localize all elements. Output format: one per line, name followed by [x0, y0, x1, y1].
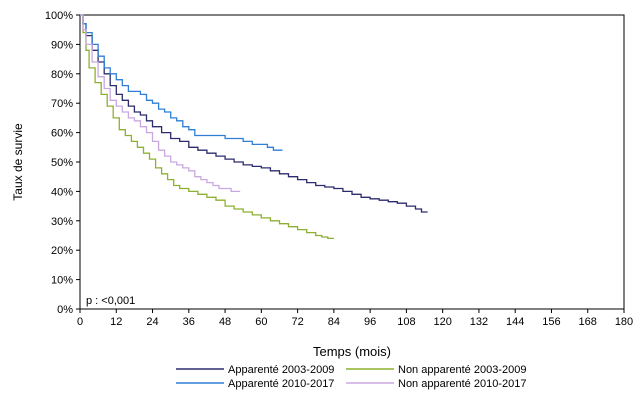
x-tick-label: 36 [183, 316, 195, 328]
y-tick-label: 70% [51, 98, 73, 110]
x-tick-label: 60 [255, 316, 267, 328]
series-line-1 [80, 14, 428, 213]
p-value-annotation: p : <0,001 [86, 295, 135, 307]
plot-border [79, 14, 625, 310]
series-line-4 [80, 14, 241, 193]
x-tick-label: 168 [579, 316, 597, 328]
series-line-3 [80, 14, 334, 240]
legend: Apparenté 2003-2009 Apparenté 2010-2017 No… [176, 364, 526, 390]
x-tick-label: 48 [219, 316, 231, 328]
y-tick-label: 40% [51, 186, 73, 198]
legend-label: Non apparenté 2003-2009 [398, 364, 526, 376]
y-tick-label: 90% [51, 39, 73, 51]
y-tick-label: 20% [51, 245, 73, 257]
curves-layer [80, 14, 428, 240]
legend-label: Apparenté 2010-2017 [228, 378, 334, 390]
x-tick-label: 120 [433, 316, 451, 328]
x-tick-label: 84 [328, 316, 340, 328]
y-tick-label: 60% [51, 128, 73, 140]
y-tick-label: 80% [51, 69, 73, 81]
y-axis-title: Taux de survie [11, 123, 25, 201]
x-tick-label: 72 [291, 316, 303, 328]
x-tick-label: 144 [506, 316, 524, 328]
x-axis-title: Temps (mois) [313, 344, 391, 359]
x-tick-label: 12 [110, 316, 122, 328]
y-tick-label: 30% [51, 216, 73, 228]
series-line-2 [80, 14, 283, 151]
y-tick-label: 0% [57, 304, 73, 316]
y-tick-label: 100% [45, 10, 73, 22]
x-tick-label: 96 [364, 316, 376, 328]
x-axis-ticks: 0 12 24 36 48 60 72 84 96 108 120 132 144 156 168 180 [77, 309, 633, 328]
y-tick-label: 50% [51, 157, 73, 169]
y-tick-label: 10% [51, 275, 73, 287]
y-axis-ticks: 0% 10% 20% 30% 40% 50% 60% 70% 80% 90% 100% [45, 10, 80, 316]
x-tick-label: 0 [77, 316, 83, 328]
x-tick-label: 132 [470, 316, 488, 328]
plot-frame [79, 14, 625, 310]
x-tick-label: 156 [542, 316, 560, 328]
x-tick-label: 24 [146, 316, 158, 328]
legend-label: Non apparenté 2010-2017 [398, 378, 526, 390]
x-tick-label: 180 [615, 316, 633, 328]
x-tick-label: 108 [397, 316, 415, 328]
legend-label: Apparenté 2003-2009 [228, 364, 334, 376]
